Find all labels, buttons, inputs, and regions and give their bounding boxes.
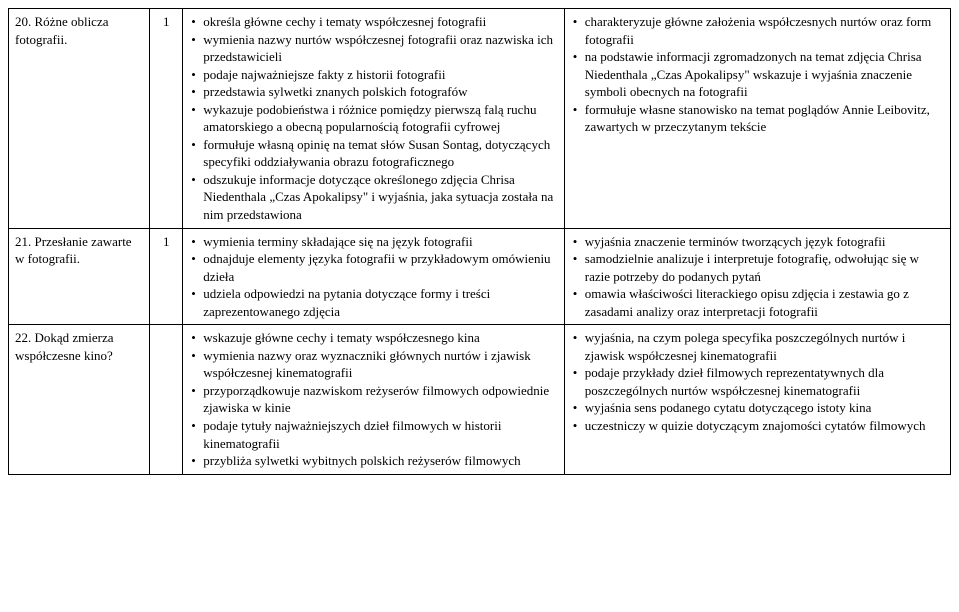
list-item: podaje przykłady dzieł filmowych repreze… bbox=[571, 364, 944, 399]
list-item: odnajduje elementy języka fotografii w p… bbox=[189, 250, 558, 285]
topic-cell: 20. Różne oblicza fotografii. bbox=[9, 9, 150, 229]
bullet-list: wymienia terminy składające się na język… bbox=[189, 233, 558, 321]
bullet-list: wyjaśnia znaczenie terminów tworzących j… bbox=[571, 233, 944, 321]
list-item: uczestniczy w quizie dotyczącym znajomoś… bbox=[571, 417, 944, 435]
list-item: samodzielnie analizuje i interpretuje fo… bbox=[571, 250, 944, 285]
topic-text: 21. Przesłanie zawarte w fotografii. bbox=[15, 234, 132, 267]
list-item: charakteryzuje główne założenia współcze… bbox=[571, 13, 944, 48]
list-item: formułuje własną opinię na temat słów Su… bbox=[189, 136, 558, 171]
topic-cell: 22. Dokąd zmierza współczesne kino? bbox=[9, 325, 150, 474]
list-item: wyjaśnia, na czym polega specyfika poszc… bbox=[571, 329, 944, 364]
topic-text: 22. Dokąd zmierza współczesne kino? bbox=[15, 330, 114, 363]
extended-outcomes-cell: wyjaśnia znaczenie terminów tworzących j… bbox=[564, 228, 950, 325]
basic-outcomes-cell: wymienia terminy składające się na język… bbox=[183, 228, 565, 325]
list-item: wyjaśnia znaczenie terminów tworzących j… bbox=[571, 233, 944, 251]
list-item: wykazuje podobieństwa i różnice pomiędzy… bbox=[189, 101, 558, 136]
curriculum-table: 20. Różne oblicza fotografii. 1 określa gł… bbox=[8, 8, 951, 475]
list-item: podaje tytuły najważniejszych dzieł film… bbox=[189, 417, 558, 452]
table-row: 22. Dokąd zmierza współczesne kino? wskaz… bbox=[9, 325, 951, 474]
bullet-list: charakteryzuje główne założenia współcze… bbox=[571, 13, 944, 136]
extended-outcomes-cell: charakteryzuje główne założenia współcze… bbox=[564, 9, 950, 229]
table-row: 20. Różne oblicza fotografii. 1 określa gł… bbox=[9, 9, 951, 229]
topic-text: 20. Różne oblicza fotografii. bbox=[15, 14, 109, 47]
bullet-list: wskazuje główne cechy i tematy współczes… bbox=[189, 329, 558, 469]
count-cell bbox=[150, 325, 183, 474]
basic-outcomes-cell: określa główne cechy i tematy współczesn… bbox=[183, 9, 565, 229]
list-item: przedstawia sylwetki znanych polskich fo… bbox=[189, 83, 558, 101]
table-row: 21. Przesłanie zawarte w fotografii. 1 wym… bbox=[9, 228, 951, 325]
list-item: wyjaśnia sens podanego cytatu dotycząceg… bbox=[571, 399, 944, 417]
topic-cell: 21. Przesłanie zawarte w fotografii. bbox=[9, 228, 150, 325]
list-item: na podstawie informacji zgromadzonych na… bbox=[571, 48, 944, 101]
count-cell: 1 bbox=[150, 9, 183, 229]
list-item: odszukuje informacje dotyczące określone… bbox=[189, 171, 558, 224]
list-item: wymienia nazwy oraz wyznaczniki głównych… bbox=[189, 347, 558, 382]
list-item: przybliża sylwetki wybitnych polskich re… bbox=[189, 452, 558, 470]
list-item: podaje najważniejsze fakty z historii fo… bbox=[189, 66, 558, 84]
bullet-list: określa główne cechy i tematy współczesn… bbox=[189, 13, 558, 224]
count-cell: 1 bbox=[150, 228, 183, 325]
list-item: określa główne cechy i tematy współczesn… bbox=[189, 13, 558, 31]
count-text: 1 bbox=[163, 234, 170, 249]
count-text: 1 bbox=[163, 14, 170, 29]
list-item: przyporządkowuje nazwiskom reżyserów fil… bbox=[189, 382, 558, 417]
list-item: wymienia nazwy nurtów współczesnej fotog… bbox=[189, 31, 558, 66]
list-item: udziela odpowiedzi na pytania dotyczące … bbox=[189, 285, 558, 320]
list-item: omawia właściwości literackiego opisu zd… bbox=[571, 285, 944, 320]
list-item: formułuje własne stanowisko na temat pog… bbox=[571, 101, 944, 136]
basic-outcomes-cell: wskazuje główne cechy i tematy współczes… bbox=[183, 325, 565, 474]
list-item: wymienia terminy składające się na język… bbox=[189, 233, 558, 251]
extended-outcomes-cell: wyjaśnia, na czym polega specyfika poszc… bbox=[564, 325, 950, 474]
bullet-list: wyjaśnia, na czym polega specyfika poszc… bbox=[571, 329, 944, 434]
list-item: wskazuje główne cechy i tematy współczes… bbox=[189, 329, 558, 347]
